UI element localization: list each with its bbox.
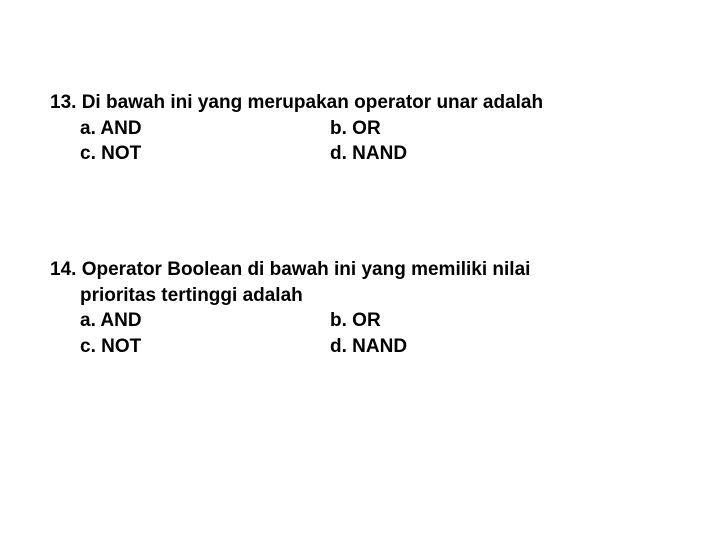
question-14-option-c: c. NOT [80, 334, 330, 360]
question-14-row-2: c. NOT d. NAND [50, 334, 670, 360]
question-13-option-a: a. AND [80, 116, 330, 142]
question-14-option-b: b. OR [330, 308, 670, 334]
question-14-option-d: d. NAND [330, 334, 670, 360]
question-13-option-d: d. NAND [330, 141, 670, 167]
question-13-stem-text: Di bawah ini yang merupakan operator una… [82, 92, 543, 113]
question-14-text: 14. Operator Boolean di bawah ini yang m… [50, 257, 670, 360]
question-13-row-2: c. NOT d. NAND [50, 141, 670, 167]
question-13-number: 13. [50, 92, 76, 113]
question-13-stem: 13. Di bawah ini yang merupakan operator… [50, 90, 670, 116]
question-13-row-1: a. AND b. OR [50, 116, 670, 142]
question-13-option-c: c. NOT [80, 141, 330, 167]
question-13-text: 13. Di bawah ini yang merupakan operator… [50, 90, 670, 167]
question-14-stem-text-1: Operator Boolean di bawah ini yang memil… [82, 259, 531, 280]
question-14-stem-line2: prioritas tertinggi adalah [50, 283, 670, 309]
question-13: 13. Di bawah ini yang merupakan operator… [50, 90, 670, 167]
question-14-row-1: a. AND b. OR [50, 308, 670, 334]
question-14-option-a: a. AND [80, 308, 330, 334]
question-14-number: 14. [50, 259, 76, 280]
question-13-option-b: b. OR [330, 116, 670, 142]
question-14-stem-line1: 14. Operator Boolean di bawah ini yang m… [50, 257, 670, 283]
question-14: 14. Operator Boolean di bawah ini yang m… [50, 257, 670, 360]
